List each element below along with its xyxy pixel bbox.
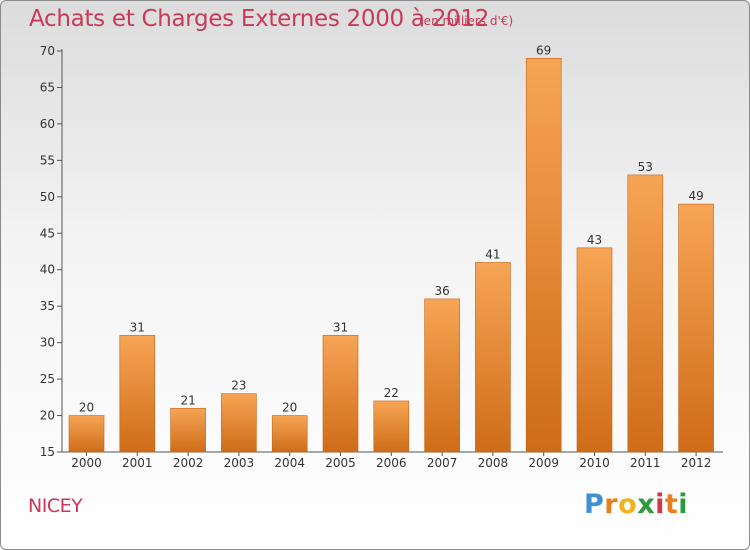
data-label-2007: 36 <box>434 284 449 298</box>
town-name: NICEY <box>28 495 83 517</box>
logo-letter: t <box>664 489 679 520</box>
bar-2002 <box>170 407 206 453</box>
data-label-2009: 69 <box>536 43 551 57</box>
data-label-2006: 22 <box>384 386 399 400</box>
data-label-2012: 49 <box>688 189 703 203</box>
data-label-2008: 41 <box>485 247 500 261</box>
x-tick-label-2002: 2002 <box>173 456 204 470</box>
x-tick-label-2009: 2009 <box>528 456 559 470</box>
data-label-2004: 20 <box>282 401 297 415</box>
logo-letter: P <box>584 489 605 520</box>
x-tick-label-2003: 2003 <box>224 456 255 470</box>
bar-2006 <box>373 400 410 453</box>
x-tick-label-2008: 2008 <box>478 456 509 470</box>
logo-letter: r <box>604 489 619 520</box>
y-tick-label: 50 <box>40 190 55 204</box>
logo-letter: i <box>678 489 689 520</box>
y-tick-label: 60 <box>40 117 55 131</box>
x-tick-label-2005: 2005 <box>325 456 356 470</box>
bar-2003 <box>221 393 257 453</box>
data-label-2001: 31 <box>130 320 145 334</box>
chart-title: Achats et Charges Externes 2000 à 2012 <box>29 6 490 32</box>
y-tick-label: 40 <box>40 263 55 277</box>
x-tick-label-2010: 2010 <box>579 456 610 470</box>
bar-2005 <box>322 335 359 453</box>
x-tick-label-2006: 2006 <box>376 456 407 470</box>
y-tick-label: 15 <box>40 445 55 459</box>
data-label-2002: 21 <box>180 393 195 407</box>
bar-2000 <box>68 415 105 453</box>
logo-letter: x <box>637 489 656 520</box>
y-tick-label: 70 <box>40 44 55 58</box>
data-label-2005: 31 <box>333 320 348 334</box>
data-label-2003: 23 <box>231 379 246 393</box>
bar-2007 <box>424 298 460 453</box>
bar-2011 <box>627 174 664 453</box>
bar-2004 <box>271 415 308 453</box>
bar-2008 <box>475 262 511 453</box>
logo-letter: o <box>618 489 638 520</box>
y-tick-label: 35 <box>40 299 55 313</box>
data-label-2000: 20 <box>79 401 94 415</box>
proxiti-logo: Proxiti <box>584 489 688 520</box>
x-tick-label-2012: 2012 <box>681 456 712 470</box>
data-labels: 20 31 21 23 20 31 22 36 41 69 43 53 49 <box>79 43 704 414</box>
y-tick-label: 20 <box>40 409 55 423</box>
y-tick-label: 45 <box>40 226 55 240</box>
x-tick-label-2000: 2000 <box>71 456 102 470</box>
bar-2012 <box>678 203 714 453</box>
bar-2001 <box>119 335 156 453</box>
logo-letter: i <box>655 489 665 520</box>
bar-2010 <box>576 247 613 453</box>
x-tick-label-2004: 2004 <box>274 456 305 470</box>
x-tick-label-2001: 2001 <box>122 456 153 470</box>
x-tick-label-2007: 2007 <box>427 456 458 470</box>
bars <box>68 57 714 453</box>
y-tick-label: 65 <box>40 80 55 94</box>
chart-subtitle: (en milliers d'€) <box>419 14 514 28</box>
data-label-2010: 43 <box>587 233 602 247</box>
x-tick-label-2011: 2011 <box>630 456 661 470</box>
y-tick-label: 25 <box>40 372 55 386</box>
data-label-2011: 53 <box>638 160 653 174</box>
bar-2009 <box>525 57 562 453</box>
axes: 15 20 25 30 35 40 45 50 55 60 65 70 2000 2001 2002 2003… <box>40 44 723 470</box>
y-tick-label: 55 <box>40 153 55 167</box>
y-tick-label: 30 <box>40 336 55 350</box>
